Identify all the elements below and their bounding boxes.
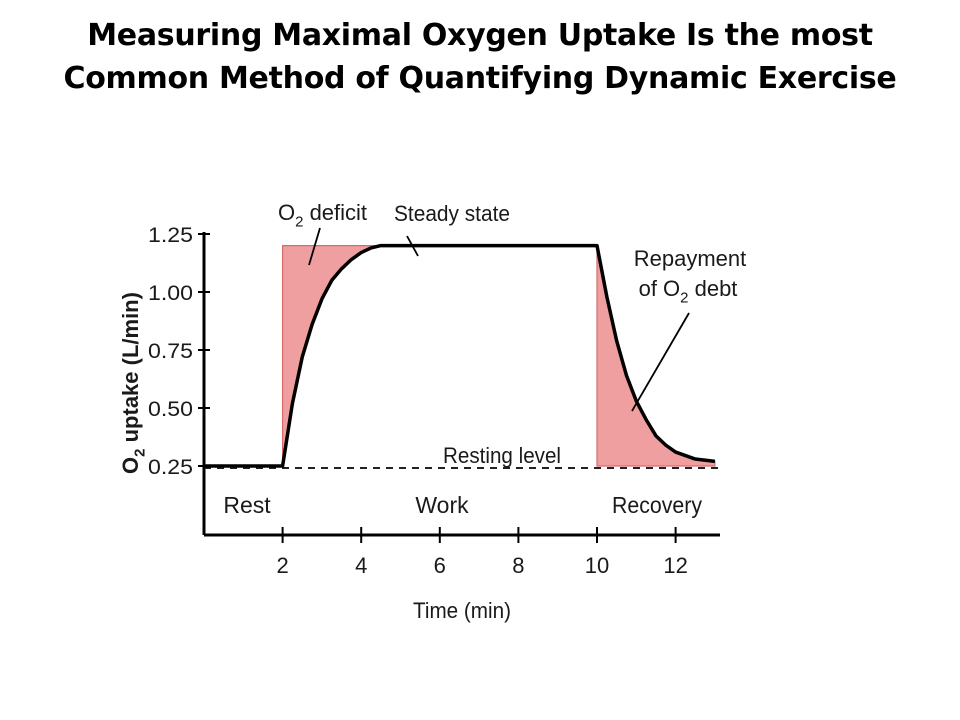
steady-state-pointer bbox=[406, 235, 419, 257]
slide-title-line-1: Measuring Maximal Oxygen Uptake Is the m… bbox=[87, 18, 873, 53]
steady-state-label: Steady state bbox=[394, 201, 510, 226]
x-axis-title: Time (min) bbox=[413, 598, 511, 623]
o2-deficit-label: O2 deficit bbox=[278, 200, 367, 231]
x-tick-label: 8 bbox=[512, 553, 524, 578]
o2-uptake-curve bbox=[204, 243, 716, 468]
phase-label-recovery: Recovery bbox=[612, 492, 702, 518]
o2-deficit-pointer bbox=[308, 227, 321, 266]
slide-title: Measuring Maximal Oxygen Uptake Is the m… bbox=[0, 14, 960, 100]
x-tick-label: 12 bbox=[663, 553, 687, 578]
x-tick-label: 6 bbox=[434, 553, 446, 578]
repayment-label-line2: of O2 debt bbox=[639, 276, 738, 307]
y-axis-title: O2 uptake (L/min) bbox=[118, 292, 149, 474]
y-tick-label: 0.50 bbox=[148, 398, 193, 421]
chart-curve-layer bbox=[204, 227, 716, 468]
x-tick-label: 2 bbox=[276, 553, 288, 578]
y-tick-label: 0.25 bbox=[148, 456, 193, 479]
x-tick-label: 10 bbox=[585, 553, 609, 578]
y-tick-label: 1.00 bbox=[148, 282, 193, 305]
y-tick-label: 1.25 bbox=[148, 224, 193, 247]
repayment-pointer bbox=[631, 312, 690, 412]
y-tick-label: 0.75 bbox=[148, 340, 193, 363]
chart-labels: 0.25 0.50 0.75 1.00 1.25 2 4 6 8 10 12 Time (min) O2… bbox=[118, 200, 746, 623]
repayment-label-line1: Repayment bbox=[634, 246, 747, 271]
slide-title-line-2: Common Method of Quantifying Dynamic Exe… bbox=[63, 61, 897, 96]
phase-label-rest: Rest bbox=[223, 492, 271, 518]
phase-label-work: Work bbox=[415, 492, 469, 518]
resting-level-label: Resting level bbox=[443, 443, 561, 468]
x-tick-label: 4 bbox=[355, 553, 367, 578]
